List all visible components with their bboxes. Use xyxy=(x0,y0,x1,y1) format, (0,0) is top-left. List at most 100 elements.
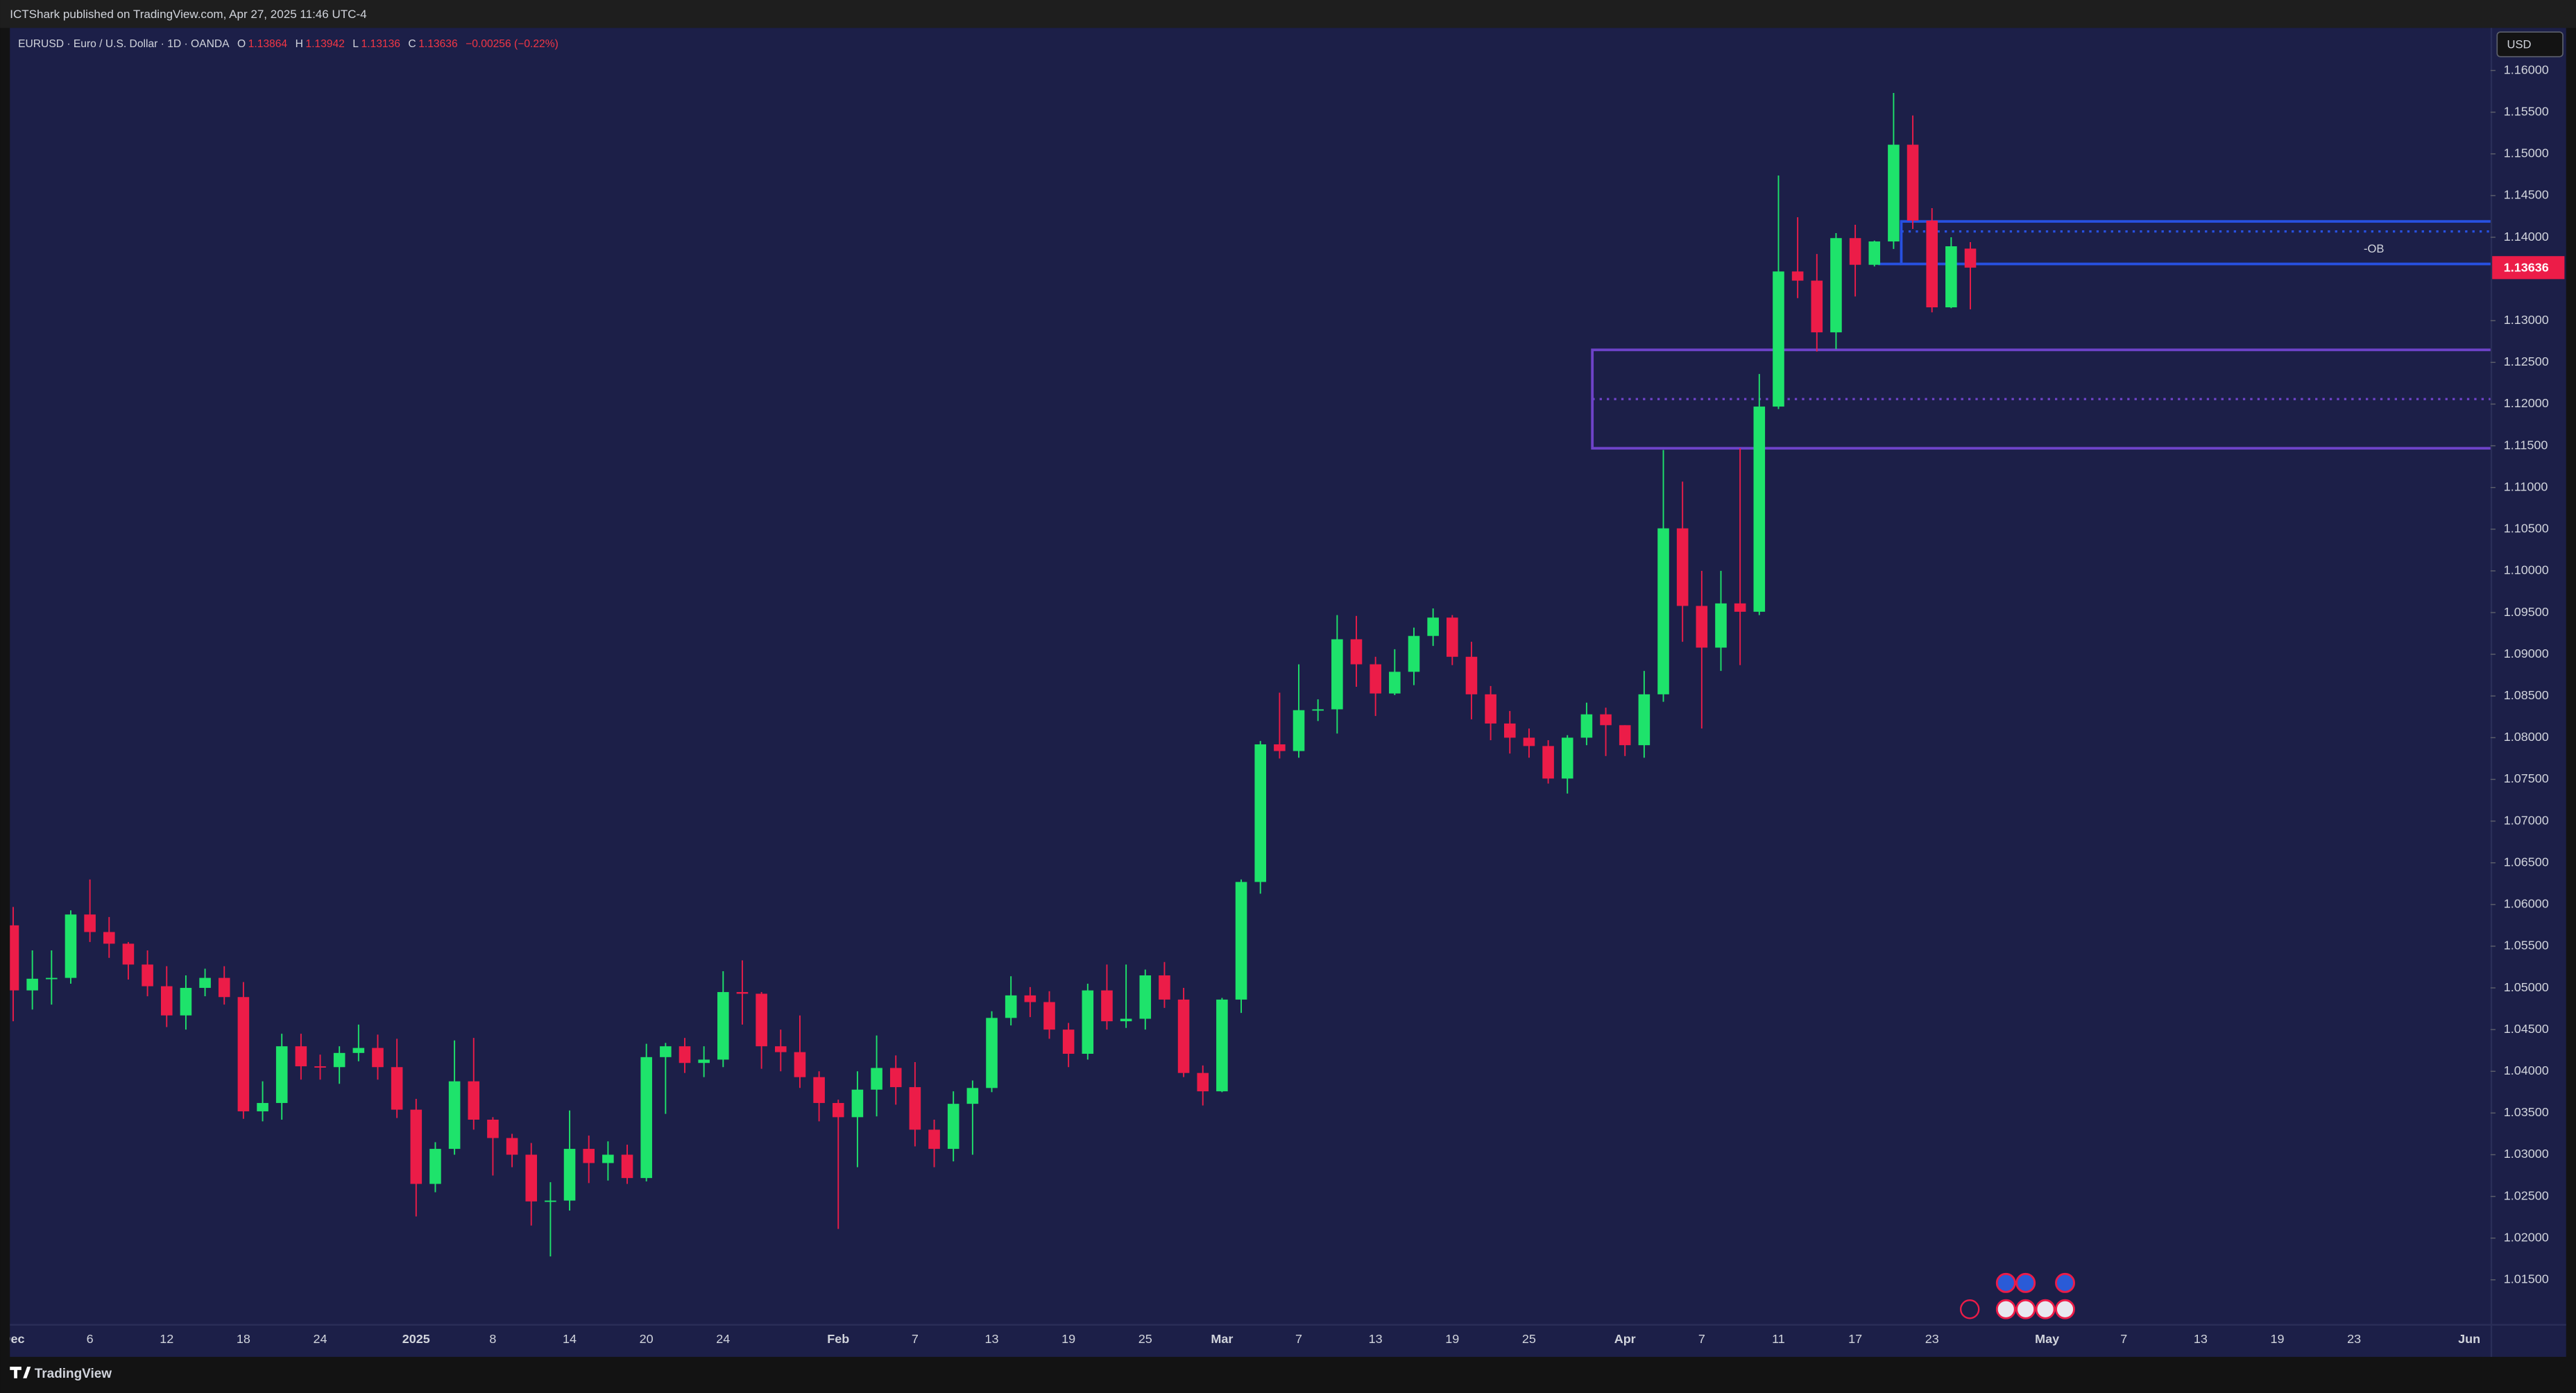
candle-body xyxy=(257,1102,268,1111)
currency[interactable]: USD xyxy=(2507,37,2532,51)
x-tick-label: May xyxy=(2035,1332,2059,1346)
x-tick-label: 20 xyxy=(640,1332,654,1346)
candle-body xyxy=(1101,990,1113,1022)
candle-body xyxy=(275,1046,288,1103)
x-tick-label: 6 xyxy=(87,1332,94,1346)
y-tick-label: 1.10500 xyxy=(2504,522,2549,536)
y-tick-label: 1.02500 xyxy=(2504,1188,2549,1202)
x-tick-label: 23 xyxy=(2347,1332,2361,1346)
candle-body xyxy=(1177,999,1190,1073)
candle-body xyxy=(966,1088,979,1104)
candle-body xyxy=(122,943,135,965)
candle-body xyxy=(1024,995,1037,1002)
x-tick-label: 7 xyxy=(1698,1332,1705,1346)
x-tick-label: 2025 xyxy=(402,1332,430,1346)
candle-body xyxy=(1696,606,1708,648)
candle-body xyxy=(1830,238,1842,333)
candle-body xyxy=(1254,744,1267,882)
x-tick-label: 7 xyxy=(2120,1332,2127,1346)
candle-body xyxy=(1139,975,1152,1019)
candle-body xyxy=(1370,664,1381,694)
candle-body xyxy=(26,978,38,991)
candle-body xyxy=(1791,271,1804,281)
x-tick-label: 8 xyxy=(489,1332,496,1346)
price-axis: 1.01500 1.02000 1.02500 1.03000 1.03500 1.040… xyxy=(2490,62,2565,1286)
candle-body xyxy=(928,1129,940,1150)
candle-body xyxy=(909,1087,921,1130)
candle-body xyxy=(1907,144,1919,221)
candle-body xyxy=(660,1046,672,1057)
x-tick-label: 19 xyxy=(1061,1332,1075,1346)
legend-key: H xyxy=(296,38,303,50)
candle-body xyxy=(1197,1072,1209,1092)
candle-body xyxy=(1159,975,1170,1000)
candle-body xyxy=(1676,528,1689,606)
candle-body xyxy=(1503,723,1516,738)
currency-box[interactable] xyxy=(2496,31,2564,58)
candle-body xyxy=(1868,241,1881,265)
candle-body xyxy=(218,977,230,998)
candle-body xyxy=(1427,617,1439,636)
time-axis: Dec 6 12 18 24 2025 8 14 20 24 Feb 7 13 19 25 Mar 7 13 19 2… xyxy=(10,1332,2480,1346)
legend-change: −0.00256 (−0.22%) xyxy=(466,38,558,50)
candle-body xyxy=(160,986,173,1016)
candle-body xyxy=(851,1089,864,1118)
candle-body xyxy=(1082,990,1094,1054)
x-tick-label: 17 xyxy=(1848,1332,1862,1346)
candle-body xyxy=(1312,709,1324,711)
candle-body xyxy=(1043,1002,1055,1030)
candle-body xyxy=(10,925,19,991)
candle-body xyxy=(1389,672,1401,694)
candle-body xyxy=(391,1067,403,1110)
x-tick-label: 25 xyxy=(1522,1332,1536,1346)
candle-body xyxy=(621,1154,633,1179)
candle-body xyxy=(448,1081,461,1150)
candle-body xyxy=(545,1200,556,1202)
candle-body xyxy=(1773,271,1784,407)
y-tick-label: 1.16000 xyxy=(2504,62,2549,76)
candle-body xyxy=(1408,635,1420,672)
y-tick-label: 1.02000 xyxy=(2504,1230,2549,1244)
candle-body xyxy=(372,1048,384,1068)
candle-body xyxy=(1485,694,1496,724)
x-tick-label: 12 xyxy=(160,1332,173,1346)
y-tick-label: 1.05500 xyxy=(2504,939,2549,952)
candle-body xyxy=(1945,246,1957,308)
y-tick-label: 1.08000 xyxy=(2504,730,2549,744)
brand: TradingView xyxy=(35,1367,112,1381)
x-tick-label: Jun xyxy=(2458,1332,2480,1346)
candle-body xyxy=(180,988,192,1016)
candle-body xyxy=(1657,528,1669,694)
candle-body xyxy=(1005,995,1017,1018)
candle-body xyxy=(468,1081,480,1120)
symbol: EURUSD · Euro / U.S. Dollar · 1D · OANDA xyxy=(18,38,230,50)
x-tick-label: 24 xyxy=(314,1332,327,1346)
y-tick-label: 1.01500 xyxy=(2504,1272,2549,1286)
x-tick-label: Apr xyxy=(1614,1332,1636,1346)
candle-body xyxy=(103,932,115,944)
legend-value: 1.13864 xyxy=(248,38,288,50)
y-tick-label: 1.07000 xyxy=(2504,813,2549,827)
legend-key: C xyxy=(408,38,416,50)
candle-body xyxy=(1811,280,1823,333)
candle-body xyxy=(1120,1018,1132,1022)
y-tick-label: 1.12500 xyxy=(2504,354,2549,368)
candle-body xyxy=(352,1048,365,1053)
x-tick-label: 13 xyxy=(985,1332,999,1346)
candle-body xyxy=(640,1057,652,1179)
candle-body xyxy=(506,1138,518,1155)
candle-body xyxy=(756,993,767,1047)
y-tick-label: 1.03500 xyxy=(2504,1105,2549,1119)
candle-body xyxy=(199,977,211,989)
y-tick-label: 1.09500 xyxy=(2504,605,2549,619)
candles xyxy=(10,93,1977,1257)
x-tick-label: 19 xyxy=(2271,1332,2285,1346)
chart-background xyxy=(10,28,2566,1357)
y-tick-label: 1.12000 xyxy=(2504,396,2549,410)
x-tick-label: 24 xyxy=(716,1332,730,1346)
zone-label: -OB xyxy=(2364,242,2384,255)
candle-body xyxy=(410,1109,423,1184)
candle-body xyxy=(1331,639,1343,710)
candle-body xyxy=(698,1059,710,1063)
